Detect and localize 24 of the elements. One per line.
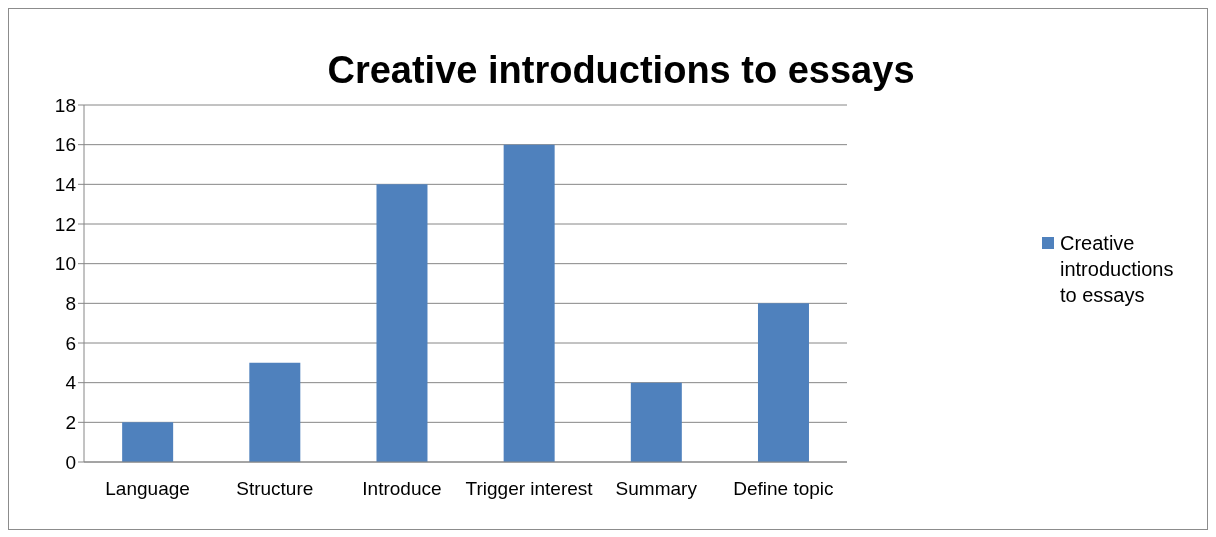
y-tick-label: 0 — [65, 451, 76, 473]
x-tick-label: Define topic — [733, 478, 834, 500]
bar — [503, 144, 555, 462]
bar — [249, 362, 301, 462]
x-tick-label: Summary — [615, 478, 698, 500]
bar — [630, 382, 682, 462]
chart-title: Creative introductions to essays — [326, 49, 916, 92]
y-tick-label: 10 — [54, 253, 76, 275]
x-tick-label: Trigger interest — [465, 478, 594, 500]
y-tick-label: 12 — [54, 213, 76, 235]
x-tick-label: Language — [105, 478, 190, 500]
x-tick-label: Structure — [236, 478, 314, 500]
x-tick-label: Introduce — [362, 478, 442, 500]
legend-label: Creative introductions to essays — [1060, 231, 1175, 308]
y-tick-label: 6 — [65, 332, 76, 354]
y-tick-label: 2 — [65, 412, 76, 434]
y-tick-label: 18 — [54, 94, 76, 116]
y-tick-label: 8 — [65, 293, 76, 315]
y-tick-label: 14 — [54, 174, 77, 196]
bar — [757, 303, 809, 462]
bar — [122, 422, 174, 462]
bar — [376, 184, 428, 462]
y-tick-label: 4 — [65, 372, 77, 394]
y-tick-label: 16 — [54, 134, 76, 156]
